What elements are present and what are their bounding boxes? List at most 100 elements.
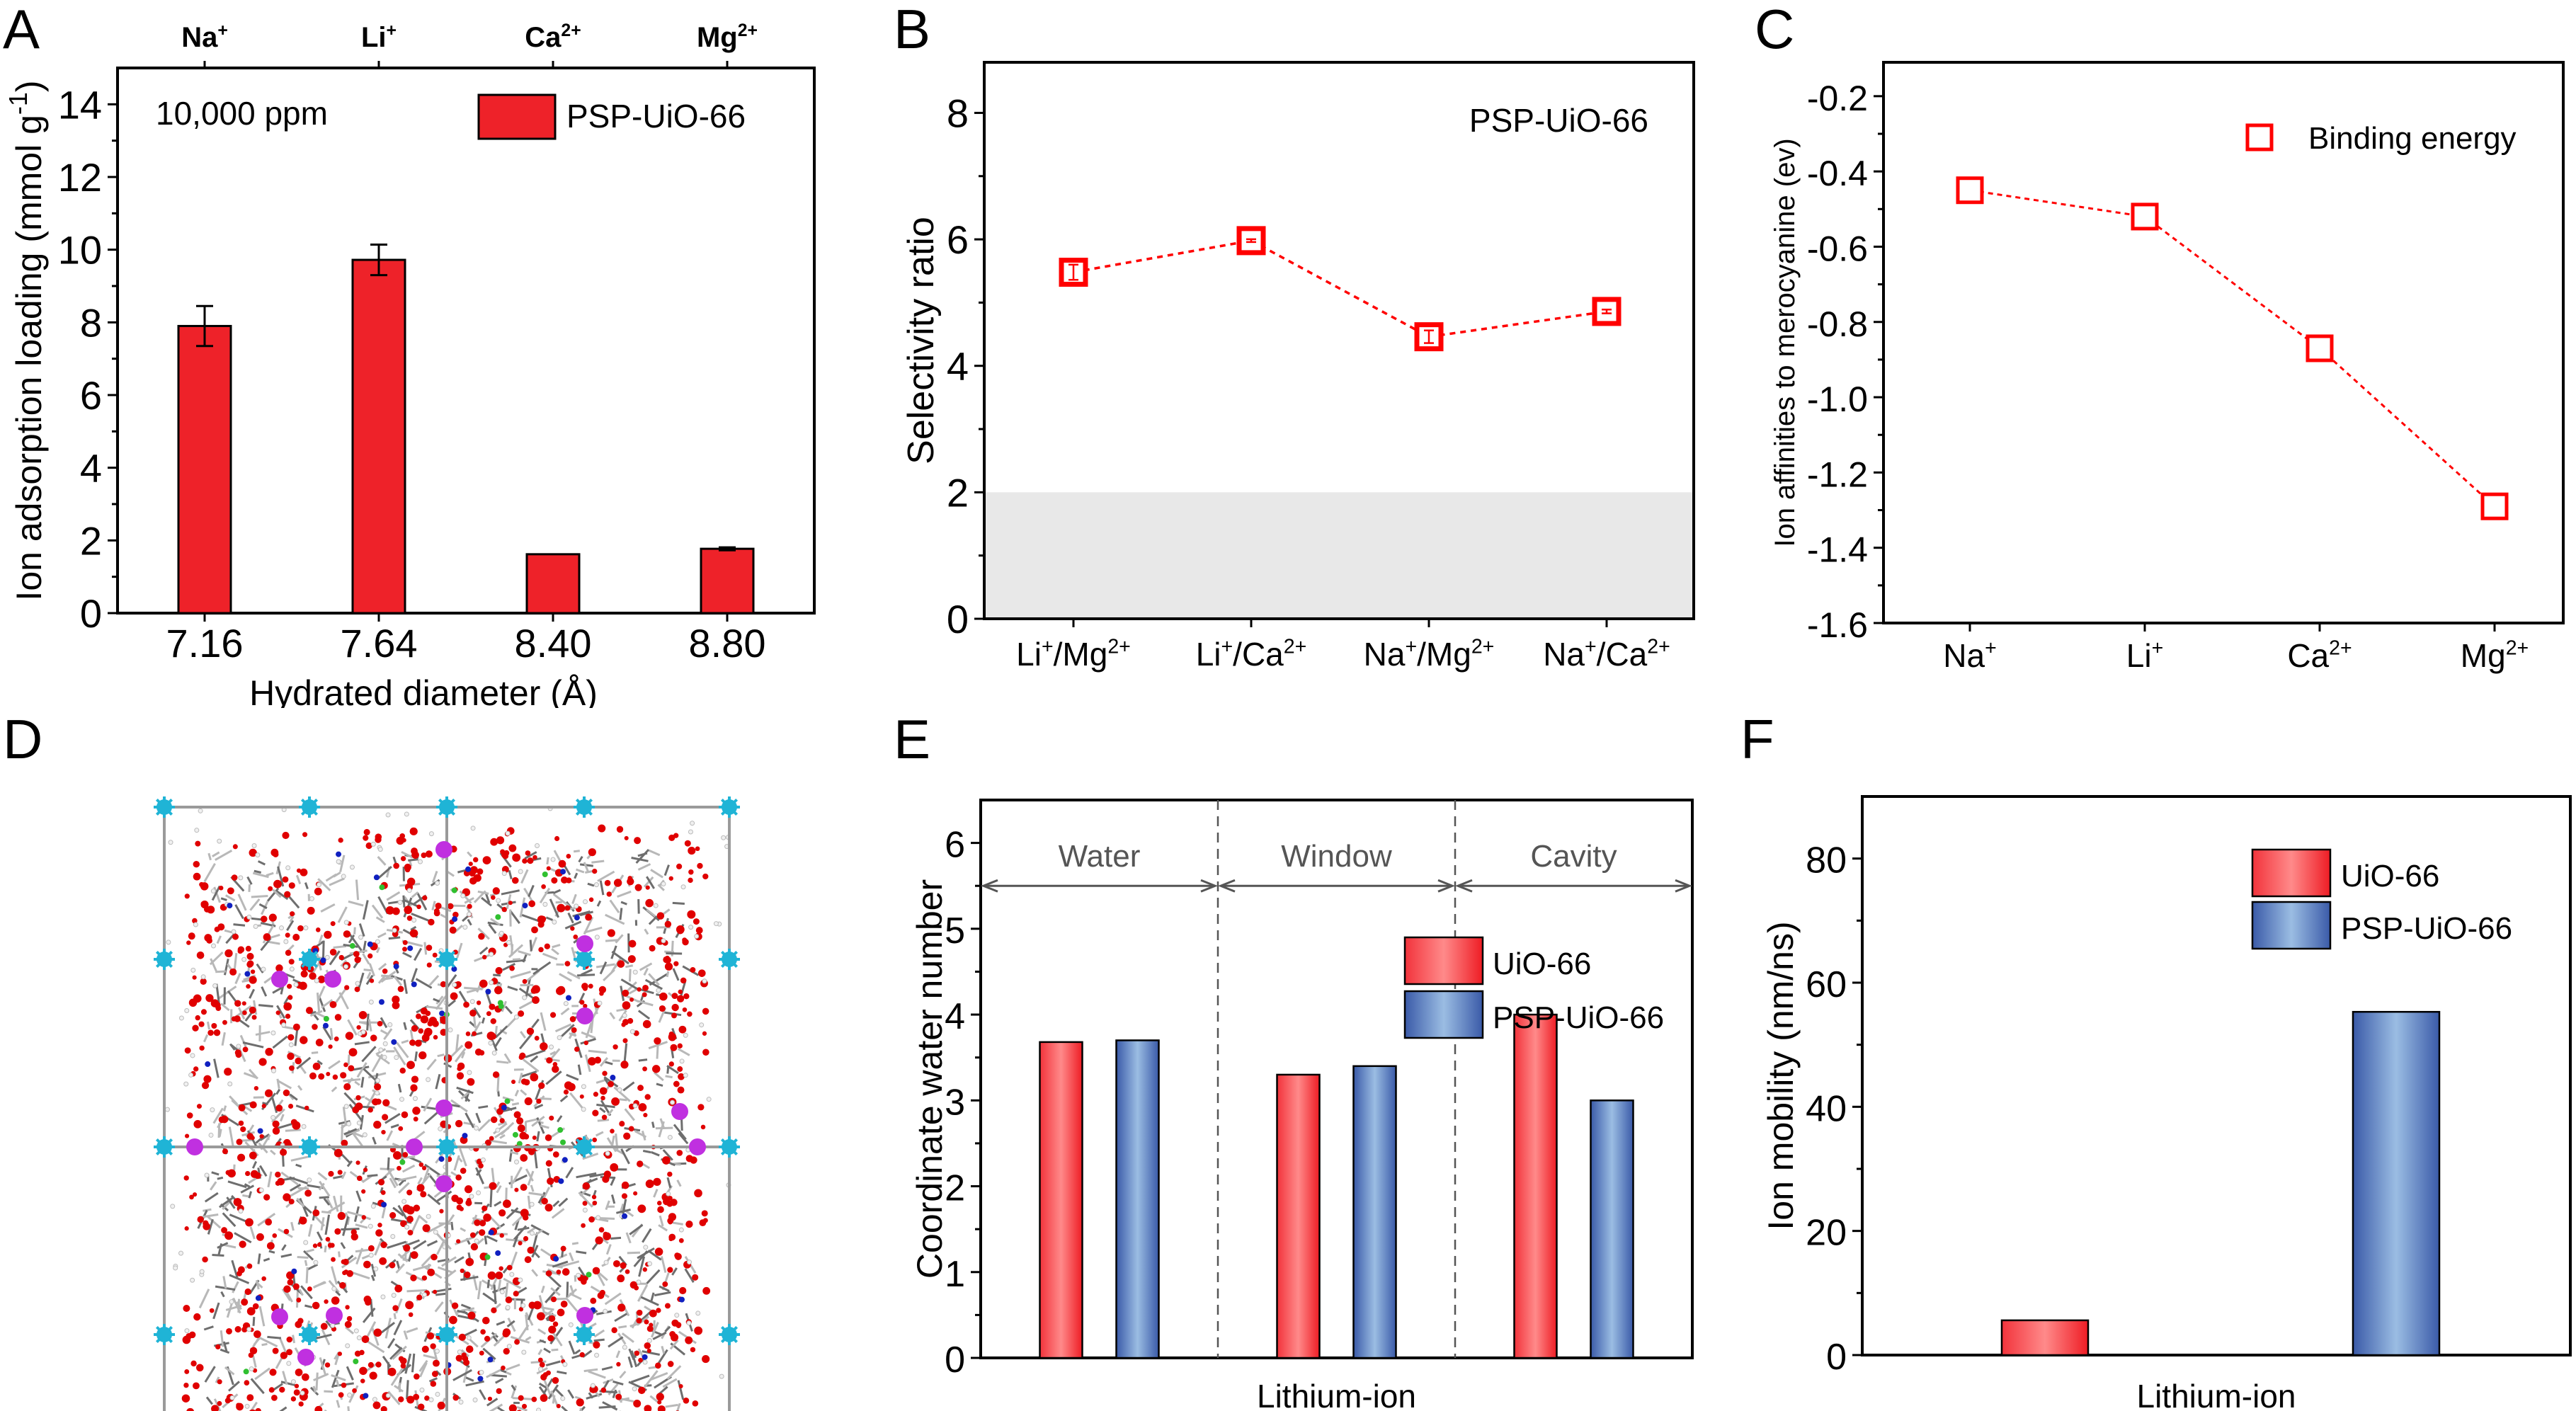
oxygen-atom <box>544 943 550 949</box>
bond <box>212 851 220 857</box>
hydrogen-atom <box>184 1328 190 1334</box>
oxygen-atom <box>592 1267 600 1275</box>
oxygen-atom <box>198 1021 205 1027</box>
nitrogen-atom <box>522 903 528 909</box>
bond <box>581 969 593 976</box>
hydrogen-atom <box>666 1191 671 1196</box>
oxygen-atom <box>616 1361 621 1367</box>
oxygen-atom <box>523 1235 529 1242</box>
zr-atom <box>722 1139 737 1155</box>
oxygen-atom <box>422 895 428 901</box>
bond <box>511 1102 520 1106</box>
hydrogen-atom <box>210 889 216 894</box>
oxygen-atom <box>683 1397 690 1404</box>
bond <box>525 1049 546 1058</box>
bond <box>619 1371 627 1379</box>
bond <box>294 1029 299 1046</box>
hydrogen-atom <box>374 1090 380 1096</box>
bond <box>658 1224 668 1232</box>
bond <box>282 1371 288 1386</box>
bond <box>665 1403 678 1408</box>
bond <box>474 954 491 962</box>
oxygen-atom <box>435 902 442 910</box>
bond <box>387 1390 401 1405</box>
bond <box>554 1387 564 1398</box>
oxygen-atom <box>312 1209 320 1217</box>
bond <box>531 1018 540 1029</box>
oxygen-atom <box>406 1061 415 1070</box>
bond <box>345 1326 355 1335</box>
bond <box>477 1238 485 1245</box>
oxygen-atom <box>283 1138 291 1147</box>
oxygen-atom <box>246 1307 256 1315</box>
hydrogen-atom <box>368 1252 374 1258</box>
bond <box>421 1255 433 1267</box>
hydrogen-atom <box>164 1107 170 1112</box>
bond <box>454 1048 467 1063</box>
nitrogen-atom <box>320 957 326 964</box>
bond <box>615 1350 621 1359</box>
y-tick-label: 0 <box>1826 1337 1847 1378</box>
bond <box>574 1349 581 1355</box>
bond <box>610 957 622 973</box>
bar-8.80 <box>700 547 755 615</box>
bond <box>333 1175 344 1179</box>
bond <box>465 1376 474 1382</box>
arrow-head-left <box>1217 879 1236 893</box>
oxygen-atom <box>694 1326 703 1335</box>
zr-atom <box>722 952 737 967</box>
oxygen-atom <box>668 1031 674 1037</box>
oxygen-atom <box>186 1407 195 1411</box>
oxygen-atom <box>231 1016 237 1022</box>
bond <box>471 1214 478 1225</box>
oxygen-atom <box>184 1226 189 1231</box>
y-tick-label: 80 <box>1806 840 1847 881</box>
bond <box>365 974 374 986</box>
oxygen-atom <box>343 1082 351 1091</box>
oxygen-atom <box>237 1153 246 1162</box>
bond <box>219 1196 234 1209</box>
bond <box>216 935 222 944</box>
lithium-ion <box>576 935 593 952</box>
x-tick-label: Na+​ <box>1943 637 1996 674</box>
oxygen-atom <box>508 1404 517 1411</box>
bond <box>646 876 656 889</box>
oxygen-atom <box>511 1079 516 1085</box>
oxygen-atom <box>595 1236 603 1245</box>
lithium-ion <box>297 1349 314 1366</box>
bond <box>280 1381 295 1386</box>
hydrogen-atom <box>713 921 719 927</box>
oxygen-atom <box>288 1103 294 1109</box>
bond <box>604 1292 622 1306</box>
bond <box>449 1044 464 1058</box>
hydrogen-atom <box>479 1369 484 1375</box>
bond <box>603 1078 610 1085</box>
oxygen-atom <box>634 1350 640 1356</box>
oxygen-atom <box>667 1171 673 1177</box>
oxygen-atom <box>348 1065 355 1072</box>
oxygen-atom <box>502 1330 510 1338</box>
bond <box>494 1303 502 1310</box>
oxygen-atom <box>283 1089 290 1097</box>
hydrogen-atom <box>404 811 409 817</box>
legend-swatch-uio66 <box>1403 936 1484 986</box>
oxygen-atom <box>250 969 256 974</box>
hydrogen-atom <box>303 925 309 931</box>
hydrogen-atom <box>166 939 171 945</box>
oxygen-atom <box>405 1301 414 1310</box>
bond <box>527 1195 531 1209</box>
bond <box>391 1218 412 1224</box>
bond <box>509 1251 518 1269</box>
bond <box>392 1345 407 1360</box>
oxygen-atom <box>315 927 321 932</box>
oxygen-atom <box>676 863 683 869</box>
bond <box>664 1325 671 1332</box>
bond <box>303 1250 314 1261</box>
bond <box>285 1129 301 1132</box>
zr-cluster <box>574 949 595 970</box>
oxygen-atom <box>657 1405 666 1411</box>
oxygen-atom <box>261 1104 266 1109</box>
hydrogen-atom <box>499 1289 505 1295</box>
oxygen-atom <box>410 1251 418 1259</box>
x-tick-label: 8.40 <box>515 621 592 665</box>
